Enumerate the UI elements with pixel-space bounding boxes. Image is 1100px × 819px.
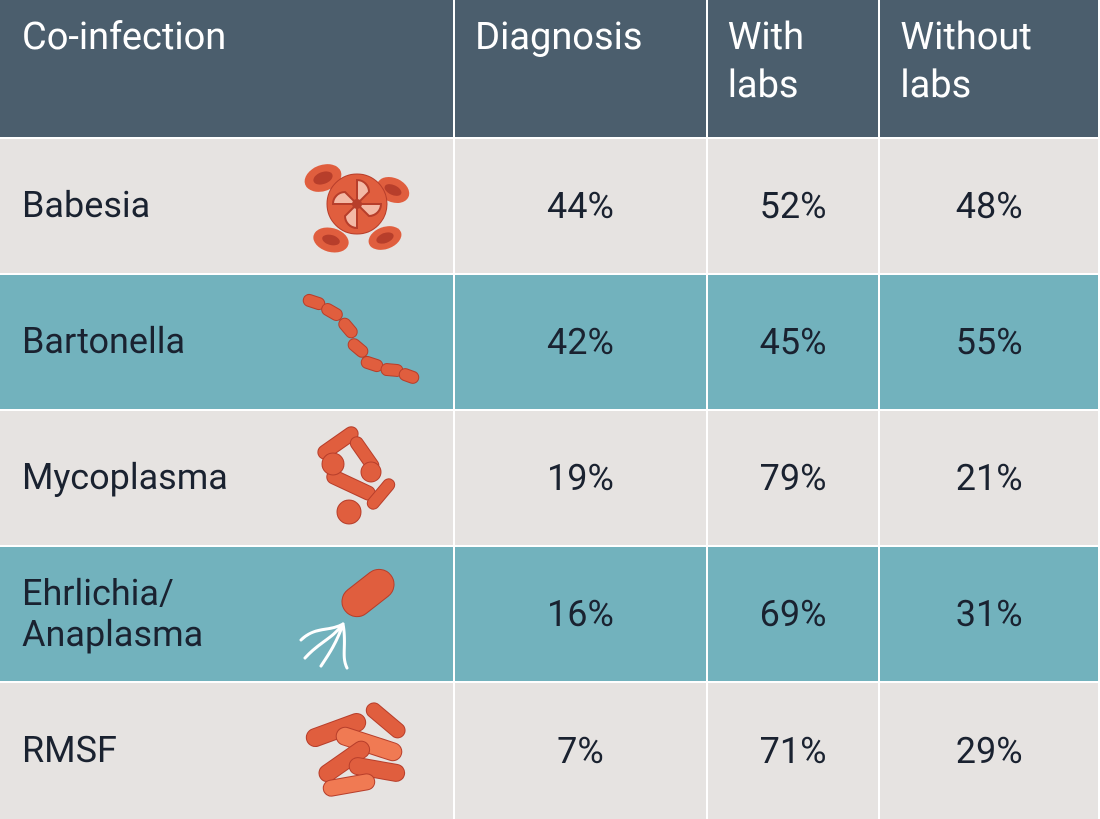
cell-without-labs: 21% [878,411,1098,545]
cell-diagnosis: 19% [453,411,706,545]
cell-name: Mycoplasma [0,411,453,545]
col-header-coinfection: Co-infection [0,0,453,137]
coinfection-table: Co-infection Diagnosis Withlabs Withoutl… [0,0,1100,819]
cell-diagnosis: 42% [453,275,706,409]
table-row-bartonella: Bartonella 42% 45% 55% [0,275,1100,411]
table-row-babesia: Babesia [0,139,1100,275]
cell-with-labs: 69% [706,547,879,681]
cell-without-labs: 48% [878,139,1098,273]
cell-with-labs: 45% [706,275,879,409]
table-row-ehrlichia: Ehrlichia/Anaplasma 16% 69% 31% [0,547,1100,683]
cell-name: Babesia [0,139,453,273]
rmsf-icon [285,691,425,811]
table-row-mycoplasma: Mycoplasma 19% 79% 21% [0,411,1100,547]
cell-with-labs: 79% [706,411,879,545]
cell-name: Ehrlichia/Anaplasma [0,547,453,681]
cell-without-labs: 29% [878,683,1098,819]
name-label: RMSF [22,730,117,771]
col-header-with-labs: Withlabs [706,0,879,137]
ehrlichia-icon [285,554,425,674]
cell-name: RMSF [0,683,453,819]
name-label: Ehrlichia/Anaplasma [22,573,203,656]
bartonella-icon [285,282,425,402]
cell-name: Bartonella [0,275,453,409]
col-header-without-labs: Withoutlabs [878,0,1098,137]
cell-diagnosis: 16% [453,547,706,681]
cell-with-labs: 52% [706,139,879,273]
name-label: Babesia [22,185,150,226]
table-header-row: Co-infection Diagnosis Withlabs Withoutl… [0,0,1100,139]
cell-diagnosis: 7% [453,683,706,819]
cell-without-labs: 55% [878,275,1098,409]
mycoplasma-icon [285,418,425,538]
table-row-rmsf: RMSF 7% 71% 29% [0,683,1100,819]
cell-diagnosis: 44% [453,139,706,273]
babesia-icon [285,146,425,266]
name-label: Mycoplasma [22,457,228,498]
cell-with-labs: 71% [706,683,879,819]
cell-without-labs: 31% [878,547,1098,681]
name-label: Bartonella [22,321,185,362]
col-header-diagnosis: Diagnosis [453,0,706,137]
